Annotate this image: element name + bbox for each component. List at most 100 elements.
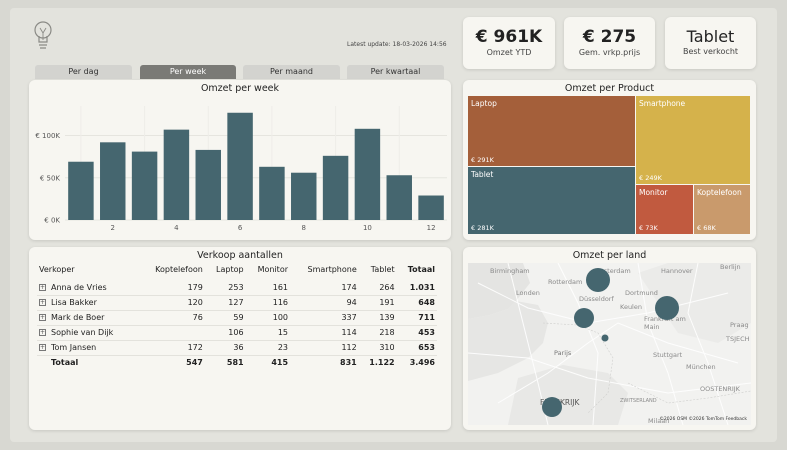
x-tick-label: 6: [238, 224, 243, 232]
table-cell: 253: [204, 281, 246, 296]
x-tick-label: 8: [302, 224, 306, 232]
seller-name: Sophie van Dijk: [51, 328, 114, 337]
expand-row-icon[interactable]: +: [39, 284, 46, 291]
map-area[interactable]: Birmingham Rotterdam Amsterdam Hannover …: [468, 263, 751, 425]
map-credit: ©2026 OSM ©2026 TomTom Feedback: [659, 417, 747, 422]
column-header-smartphone[interactable]: Smartphone: [307, 265, 357, 274]
map-label: TSJECH: [726, 335, 750, 343]
bar-week-4[interactable]: [163, 129, 190, 220]
table-cell: 106: [204, 325, 246, 341]
expand-row-icon[interactable]: +: [39, 329, 46, 336]
lightbulb-logo-icon: [34, 21, 52, 49]
x-tick-label: 4: [174, 224, 179, 232]
tab-per-maand[interactable]: Per maand: [243, 65, 340, 79]
treemap-tile-label: Koptelefoon: [697, 188, 742, 197]
table-row: + Tom Jansen 172 36 23 112 310 653: [37, 340, 437, 356]
y-tick-label: € 50K: [40, 174, 61, 182]
table-cell: 831: [340, 358, 357, 367]
table-cell: 191: [358, 295, 397, 311]
seller-name: Mark de Boer: [51, 313, 105, 322]
treemap-tile-value: € 291K: [471, 156, 494, 164]
bar-week-2[interactable]: [100, 142, 126, 220]
map-label: OOSTENRIJK: [700, 385, 740, 393]
treemap-tile-laptop[interactable]: Laptop € 291K: [468, 96, 635, 166]
bar-week-5[interactable]: [195, 149, 221, 220]
table-cell: 15: [245, 325, 291, 341]
treemap-tile-label: Tablet: [471, 170, 494, 179]
bar-week-3[interactable]: [131, 151, 158, 220]
treemap-title: Omzet per Product: [564, 83, 655, 94]
map-title: Omzet per land: [572, 250, 647, 261]
table-cell: 36: [204, 340, 246, 356]
table-cell: 116: [245, 295, 291, 311]
table-cell: 1.031: [396, 281, 437, 296]
treemap-tile-smartphone[interactable]: Smartphone € 249K: [636, 96, 750, 184]
table-cell: 581: [226, 358, 244, 367]
bar-week-1[interactable]: [68, 161, 94, 220]
treemap-tile-monitor[interactable]: Monitor € 73K: [636, 185, 693, 234]
bar-week-6[interactable]: [227, 112, 253, 220]
weekly-bar-chart: € 0K € 50K € 100K 2 4 6 8 10 12: [35, 106, 447, 232]
weekly-chart-title: Omzet per week: [200, 83, 280, 94]
map-label: Dortmund: [625, 289, 658, 297]
treemap-tile-label: Smartphone: [639, 99, 686, 108]
map-bubble-luxembourg[interactable]: [601, 334, 609, 342]
table-cell: 172: [138, 340, 205, 356]
table-cell: 179: [138, 281, 205, 296]
y-tick-label: € 100K: [35, 132, 60, 140]
expand-row-icon[interactable]: +: [39, 314, 46, 321]
sales-table: Verkoper Koptelefoon Laptop Monitor Smar…: [37, 265, 437, 370]
weekly-revenue-card: Omzet per week € 0K € 50K € 100K 2 4 6 8 10 12: [29, 80, 451, 240]
treemap-tile-label: Monitor: [639, 188, 668, 197]
column-header-laptop[interactable]: Laptop: [216, 265, 244, 274]
column-header-monitor[interactable]: Monitor: [257, 265, 289, 274]
seller-name: Anna de Vries: [51, 283, 107, 292]
product-treemap-card: Omzet per Product Laptop € 291K Smartpho…: [463, 80, 756, 240]
bar-week-11[interactable]: [386, 175, 412, 220]
tab-per-week[interactable]: Per week: [140, 65, 236, 79]
column-header-tablet[interactable]: Tablet: [370, 265, 395, 274]
map-bubble-netherlands[interactable]: [586, 268, 610, 292]
tab-per-dag[interactable]: Per dag: [35, 65, 132, 79]
map-bubble-france[interactable]: [542, 397, 562, 417]
treemap-tile-value: € 68K: [697, 224, 716, 232]
table-cell: 415: [271, 358, 289, 367]
x-tick-label: 12: [427, 224, 436, 232]
kpi-avg-price: € 275 Gem. vrkp.prijs: [564, 17, 655, 69]
map-label: Praag: [730, 321, 749, 329]
map-label: Amsterdam: [593, 267, 631, 275]
treemap-tile-value: € 73K: [639, 224, 658, 232]
map-label: Berlijn: [720, 263, 741, 271]
kpi-value: € 961K: [475, 27, 543, 47]
bar-week-9[interactable]: [322, 155, 349, 220]
table-row: + Lisa Bakker 120 127 116 94 191 648: [37, 295, 437, 311]
table-cell: [138, 325, 205, 341]
map-bubble-belgium[interactable]: [574, 308, 594, 328]
map-label: Londen: [516, 289, 540, 297]
kpi-best-seller: Tablet Best verkocht: [665, 17, 756, 69]
expand-row-icon[interactable]: +: [39, 299, 46, 306]
column-header-koptelefoon[interactable]: Koptelefoon: [155, 265, 203, 274]
table-cell: 59: [204, 310, 246, 326]
treemap-tile-label: Laptop: [471, 99, 497, 108]
bar-week-10[interactable]: [354, 128, 381, 220]
column-header-verkoper[interactable]: Verkoper: [39, 265, 75, 274]
bar-week-7[interactable]: [259, 166, 285, 220]
kpi-omzet-ytd: € 961K Omzet YTD: [463, 17, 555, 69]
sales-table-title: Verkoop aantallen: [197, 250, 283, 261]
table-cell: 218: [358, 325, 397, 341]
bar-week-12[interactable]: [418, 195, 444, 220]
column-header-totaal[interactable]: Totaal: [407, 265, 435, 274]
table-cell: 453: [396, 325, 437, 341]
treemap-tile-value: € 281K: [471, 224, 494, 232]
expand-row-icon[interactable]: +: [39, 344, 46, 351]
last-update-text: Latest update: 18-03-2026 14:56: [347, 41, 447, 48]
table-cell: 310: [358, 340, 397, 356]
map-label: Milaan: [648, 417, 670, 425]
treemap-tile-tablet[interactable]: Tablet € 281K: [468, 167, 635, 234]
map-label: Hannover: [661, 267, 693, 275]
bar-week-8[interactable]: [291, 172, 317, 220]
treemap-tile-koptelefoon[interactable]: Koptelefoon € 68K: [694, 185, 750, 234]
map-bubble-germany[interactable]: [655, 296, 679, 320]
tab-per-kwartaal[interactable]: Per kwartaal: [347, 65, 444, 79]
